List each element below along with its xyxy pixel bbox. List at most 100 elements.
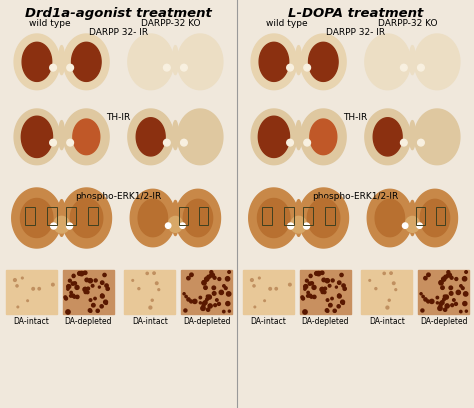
Ellipse shape [172, 200, 179, 235]
Circle shape [16, 285, 18, 287]
Polygon shape [128, 34, 173, 90]
Bar [418, 270, 469, 314]
Circle shape [450, 276, 453, 279]
Circle shape [206, 298, 208, 301]
Circle shape [437, 302, 438, 304]
Circle shape [212, 292, 216, 295]
Polygon shape [301, 109, 346, 165]
Circle shape [73, 282, 76, 285]
Bar [25, 207, 35, 226]
Circle shape [392, 282, 395, 284]
Circle shape [451, 304, 454, 307]
Ellipse shape [59, 121, 64, 150]
Text: wild type: wild type [29, 19, 71, 28]
Circle shape [287, 139, 293, 146]
Circle shape [439, 281, 443, 285]
Circle shape [223, 310, 225, 313]
Circle shape [64, 296, 67, 299]
Polygon shape [258, 116, 290, 157]
Circle shape [301, 296, 304, 299]
Circle shape [72, 294, 75, 297]
Circle shape [321, 287, 324, 290]
Circle shape [310, 295, 313, 298]
Circle shape [85, 278, 89, 282]
Circle shape [288, 223, 293, 229]
Circle shape [210, 273, 213, 277]
Circle shape [218, 277, 221, 280]
Circle shape [444, 275, 447, 279]
Circle shape [86, 291, 89, 294]
Circle shape [206, 295, 209, 297]
Circle shape [316, 271, 321, 276]
Circle shape [325, 309, 328, 312]
Circle shape [105, 302, 107, 304]
Circle shape [444, 295, 448, 299]
Text: DA-depleted: DA-depleted [301, 317, 349, 326]
Circle shape [106, 287, 109, 290]
Polygon shape [62, 188, 111, 248]
Text: DARPP-32 KO: DARPP-32 KO [141, 19, 201, 28]
Circle shape [155, 282, 158, 284]
Polygon shape [414, 34, 460, 90]
Polygon shape [251, 109, 297, 165]
Circle shape [51, 223, 56, 229]
Ellipse shape [173, 121, 178, 150]
Polygon shape [251, 34, 297, 90]
Polygon shape [365, 34, 410, 90]
Circle shape [320, 288, 324, 291]
Circle shape [304, 223, 310, 229]
Circle shape [449, 286, 453, 290]
Polygon shape [72, 42, 101, 81]
Circle shape [164, 64, 170, 71]
Ellipse shape [410, 121, 415, 150]
Ellipse shape [59, 46, 64, 75]
Circle shape [447, 273, 450, 277]
Circle shape [326, 299, 329, 302]
Circle shape [388, 299, 390, 301]
Polygon shape [177, 34, 223, 90]
Circle shape [203, 301, 207, 304]
Bar [243, 270, 294, 314]
Circle shape [418, 139, 424, 146]
Circle shape [448, 273, 451, 277]
Circle shape [79, 271, 84, 276]
Polygon shape [136, 118, 165, 156]
Bar [179, 207, 188, 225]
Polygon shape [128, 109, 173, 165]
Bar [302, 207, 312, 226]
Circle shape [67, 288, 69, 290]
Circle shape [104, 300, 108, 304]
Circle shape [465, 310, 467, 312]
Circle shape [146, 272, 148, 275]
Circle shape [307, 291, 310, 294]
Circle shape [327, 310, 329, 312]
Circle shape [17, 306, 18, 308]
Circle shape [417, 223, 422, 228]
Circle shape [430, 299, 434, 304]
Text: DA-depleted: DA-depleted [420, 317, 467, 326]
Circle shape [439, 302, 442, 304]
Circle shape [455, 302, 457, 306]
Circle shape [202, 281, 205, 284]
Circle shape [187, 298, 190, 301]
Circle shape [199, 296, 201, 299]
Circle shape [305, 279, 308, 282]
Circle shape [210, 271, 213, 274]
Circle shape [309, 275, 312, 277]
Circle shape [90, 310, 92, 312]
Circle shape [190, 273, 193, 277]
Circle shape [442, 277, 446, 281]
Circle shape [304, 64, 310, 71]
Bar [6, 270, 57, 314]
Circle shape [427, 300, 430, 303]
Circle shape [14, 279, 16, 282]
Circle shape [72, 274, 75, 277]
Circle shape [328, 284, 331, 287]
Circle shape [303, 310, 307, 314]
Circle shape [307, 295, 309, 297]
Circle shape [226, 277, 230, 281]
Circle shape [264, 300, 265, 302]
Circle shape [227, 292, 231, 296]
Circle shape [84, 287, 87, 290]
Circle shape [190, 300, 193, 303]
